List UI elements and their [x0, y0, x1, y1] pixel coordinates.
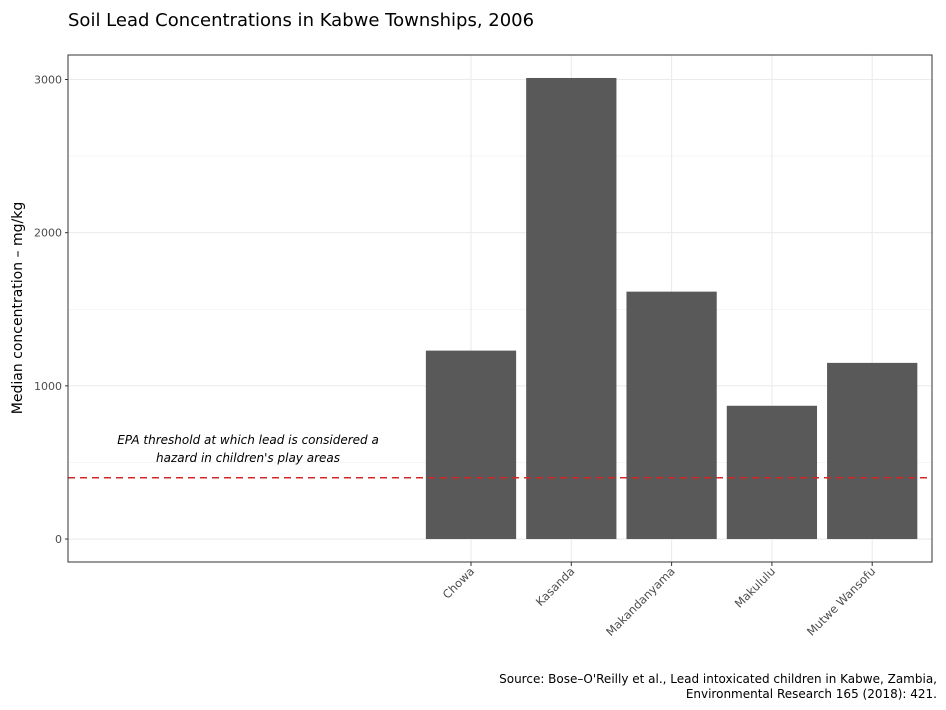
bar-makululu	[726, 405, 818, 540]
caption-line-1: Source: Bose–O'Reilly et al., Lead intox…	[499, 672, 937, 686]
bar-kasanda	[526, 77, 617, 540]
chart-title: Soil Lead Concentrations in Kabwe Townsh…	[68, 10, 534, 31]
y-tick-label: 2000	[34, 227, 62, 240]
x-axis: Chowa Kasanda Makandanyama Makululu Mutwe Wa…	[440, 562, 878, 639]
x-tick-label: Makandanyama	[603, 564, 678, 639]
y-tick-label: 1000	[34, 380, 62, 393]
y-axis-label: Median concentration – mg/kg	[10, 202, 26, 414]
bar-chowa	[425, 350, 517, 540]
bar-mutwe-wansofu	[827, 362, 918, 540]
x-tick-label: Mutwe Wansofu	[804, 564, 878, 638]
bars	[425, 77, 918, 540]
y-tick-label: 0	[55, 533, 62, 546]
x-tick-label: Chowa	[440, 564, 477, 601]
plot-panel-border	[67, 54, 933, 563]
y-tick-label: 3000	[34, 74, 62, 87]
caption-line-2: Environmental Research 165 (2018): 421.	[686, 687, 937, 701]
x-tick-label: Kasanda	[533, 564, 578, 609]
threshold-label-line-2: hazard in children's play areas	[156, 451, 340, 465]
y-axis: 0 1000 2000 3000	[34, 74, 68, 546]
bar-makandanyama	[626, 291, 717, 540]
x-tick-label: Makululu	[732, 564, 778, 610]
threshold-label-line-1: EPA threshold at which lead is considere…	[117, 433, 379, 447]
